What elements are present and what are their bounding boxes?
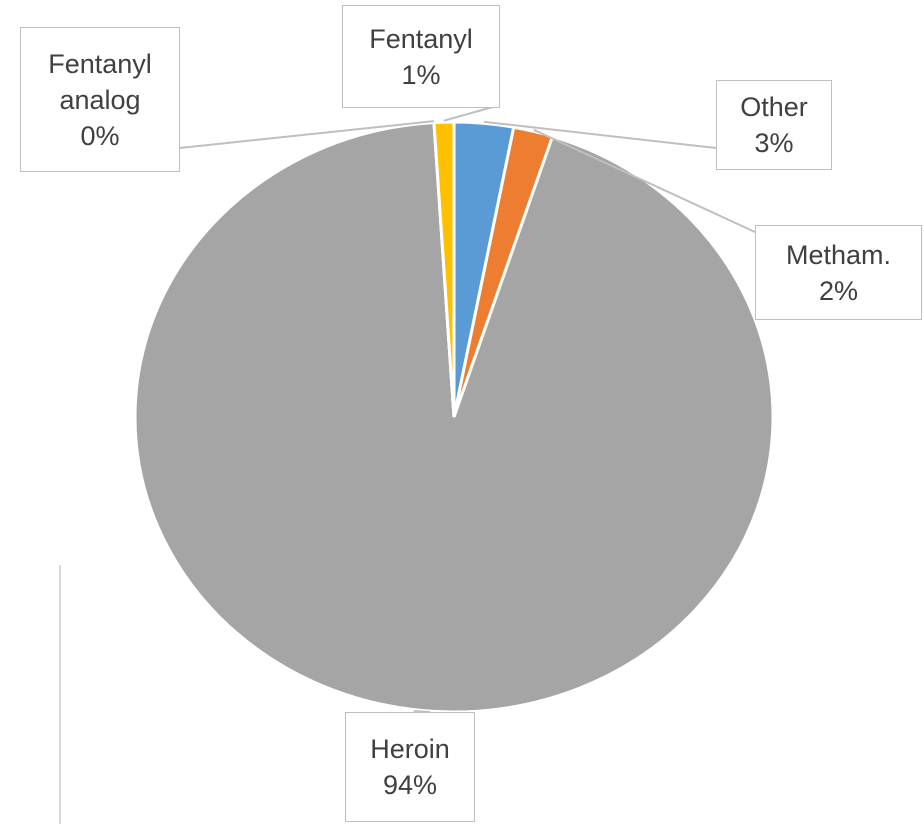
pie-slice — [432, 120, 456, 418]
leader-line — [484, 120, 717, 149]
label-category: Heroin — [370, 734, 450, 764]
label-value: 1% — [401, 59, 441, 90]
label-category: Fentanyl analog — [48, 48, 152, 115]
data-label: Fentanyl 1% — [342, 5, 500, 108]
leader-lines — [179, 104, 756, 713]
data-label: Other 3% — [716, 80, 832, 170]
data-label: Heroin 94% — [345, 712, 475, 822]
label-category: Fentanyl — [369, 23, 473, 54]
label-category: Other — [740, 92, 808, 122]
label-category: Metham. — [785, 239, 892, 270]
leader-line — [413, 710, 431, 713]
data-label: Metham. 2% — [755, 225, 922, 320]
leader-line — [179, 120, 434, 149]
label-value: 2% — [818, 275, 859, 306]
label-value: 0% — [80, 120, 120, 151]
data-label: Fentanyl analog 0% — [20, 27, 180, 172]
label-value: 3% — [754, 128, 794, 158]
label-value: 94% — [382, 770, 438, 800]
leader-line — [533, 128, 756, 233]
pie-slice — [133, 120, 775, 714]
